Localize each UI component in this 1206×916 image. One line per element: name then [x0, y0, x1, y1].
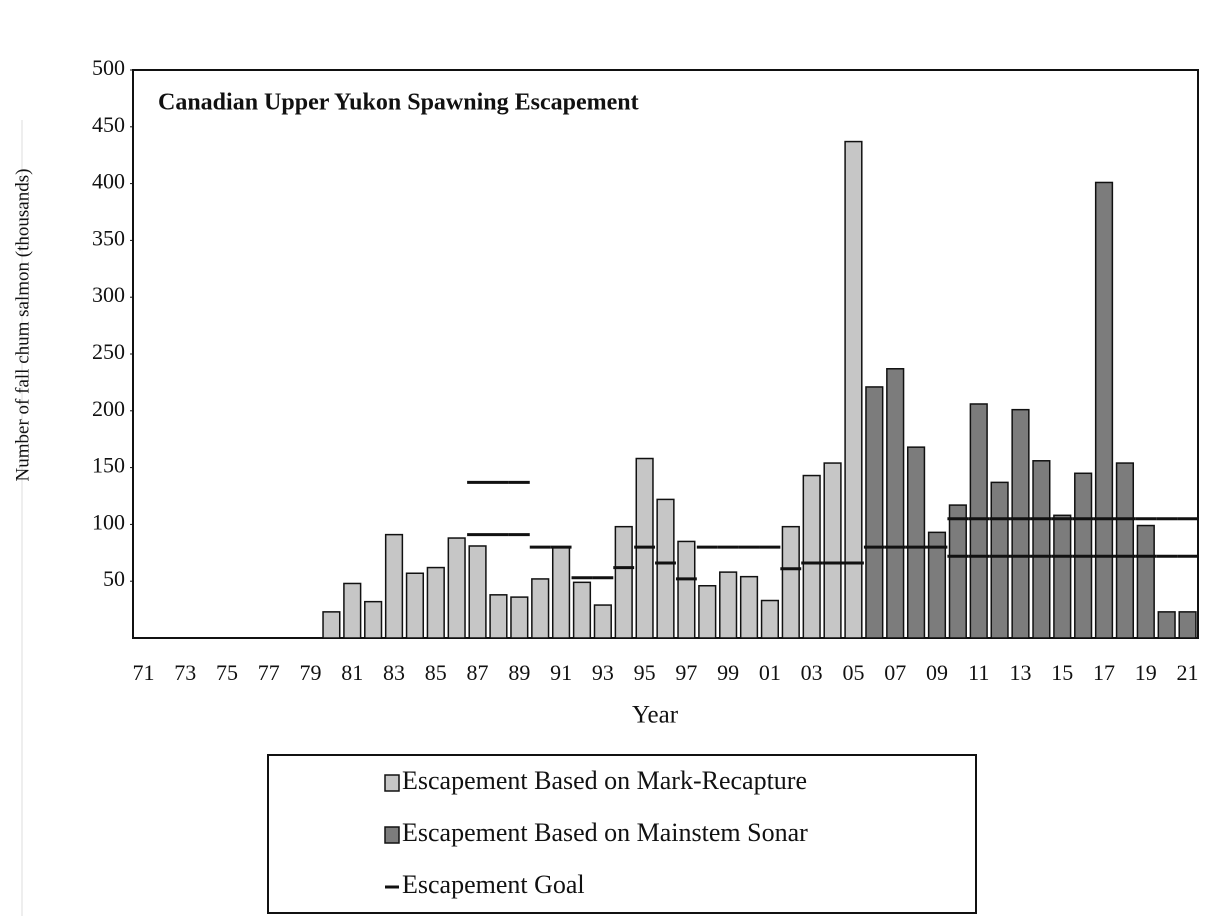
x-tick-label: 81	[341, 660, 363, 685]
bar	[322, 611, 341, 639]
y-tick-label: 250	[92, 339, 125, 364]
bar	[719, 571, 738, 639]
bar	[364, 600, 383, 639]
bar	[384, 533, 404, 639]
legend-label: Escapement Goal	[402, 870, 585, 899]
chart-title: Canadian Upper Yukon Spawning Escapement	[158, 90, 639, 116]
y-tick-label: 500	[92, 55, 125, 80]
y-tick-label: 300	[92, 282, 125, 307]
bar	[969, 403, 988, 639]
x-tick-label: 93	[592, 660, 614, 685]
bar	[551, 546, 571, 639]
bar	[343, 582, 362, 639]
bar	[948, 504, 967, 639]
x-tick-label: 97	[675, 660, 697, 685]
x-tick-label: 05	[842, 660, 864, 685]
x-tick-label: 01	[759, 660, 781, 685]
y-axis-label: Number of fall chum salmon (thousands)	[12, 169, 33, 482]
bar	[510, 596, 529, 639]
y-tick-label: 350	[92, 225, 125, 250]
bar	[593, 604, 612, 639]
x-tick-label: 17	[1093, 660, 1115, 685]
y-tick-label: 100	[92, 509, 125, 534]
bar	[489, 594, 508, 639]
x-tick-label: 95	[634, 660, 656, 685]
x-tick-label: 15	[1051, 660, 1073, 685]
x-axis-label: Year	[632, 702, 679, 729]
x-tick-label: 03	[801, 660, 823, 685]
bar	[906, 446, 926, 639]
bar	[1011, 408, 1030, 639]
y-tick-label: 150	[92, 453, 125, 478]
x-tick-label: 83	[383, 660, 405, 685]
y-tick-label: 50	[103, 566, 125, 591]
bar	[844, 140, 863, 639]
bar	[1032, 460, 1051, 639]
x-tick-label: 99	[717, 660, 739, 685]
bar	[927, 531, 947, 639]
bar	[1053, 514, 1072, 639]
x-tick-label: 07	[884, 660, 906, 685]
bar	[760, 599, 780, 639]
bar	[802, 474, 821, 639]
bar	[531, 578, 550, 639]
bar	[1157, 611, 1176, 639]
bar	[677, 540, 696, 639]
bar	[865, 386, 884, 639]
x-tick-label: 75	[216, 660, 238, 685]
bar	[405, 572, 425, 639]
bar	[739, 575, 759, 639]
legend-label: Escapement Based on Mainstem Sonar	[402, 818, 808, 847]
bar	[1115, 462, 1135, 639]
legend-swatch	[384, 826, 400, 844]
bar	[781, 525, 800, 639]
bar	[656, 498, 675, 639]
y-tick-label: 400	[92, 169, 125, 194]
legend-swatch	[384, 774, 400, 792]
x-tick-label: 21	[1177, 660, 1199, 685]
bar	[1136, 524, 1155, 639]
x-tick-label: 85	[425, 660, 447, 685]
bar	[447, 537, 466, 639]
bar	[1178, 611, 1197, 639]
x-tick-label: 91	[550, 660, 572, 685]
x-tick-label: 11	[968, 660, 989, 685]
bar	[823, 462, 842, 639]
x-tick-label: 13	[1010, 660, 1032, 685]
x-tick-label: 19	[1135, 660, 1157, 685]
x-tick-label: 71	[132, 660, 154, 685]
x-tick-label: 87	[467, 660, 489, 685]
x-tick-label: 77	[258, 660, 280, 685]
y-tick-label: 200	[92, 396, 125, 421]
bar	[990, 481, 1009, 639]
bar	[886, 368, 905, 639]
bar	[468, 545, 487, 639]
bar	[572, 581, 592, 639]
bar	[426, 566, 445, 639]
x-tick-label: 73	[174, 660, 196, 685]
bar	[1094, 181, 1114, 639]
x-tick-label: 89	[508, 660, 530, 685]
legend-label: Escapement Based on Mark-Recapture	[402, 766, 807, 795]
y-tick-label: 450	[92, 112, 125, 137]
x-tick-label: 09	[926, 660, 948, 685]
bar	[614, 525, 633, 639]
x-tick-label: 79	[300, 660, 322, 685]
bar	[698, 584, 717, 639]
